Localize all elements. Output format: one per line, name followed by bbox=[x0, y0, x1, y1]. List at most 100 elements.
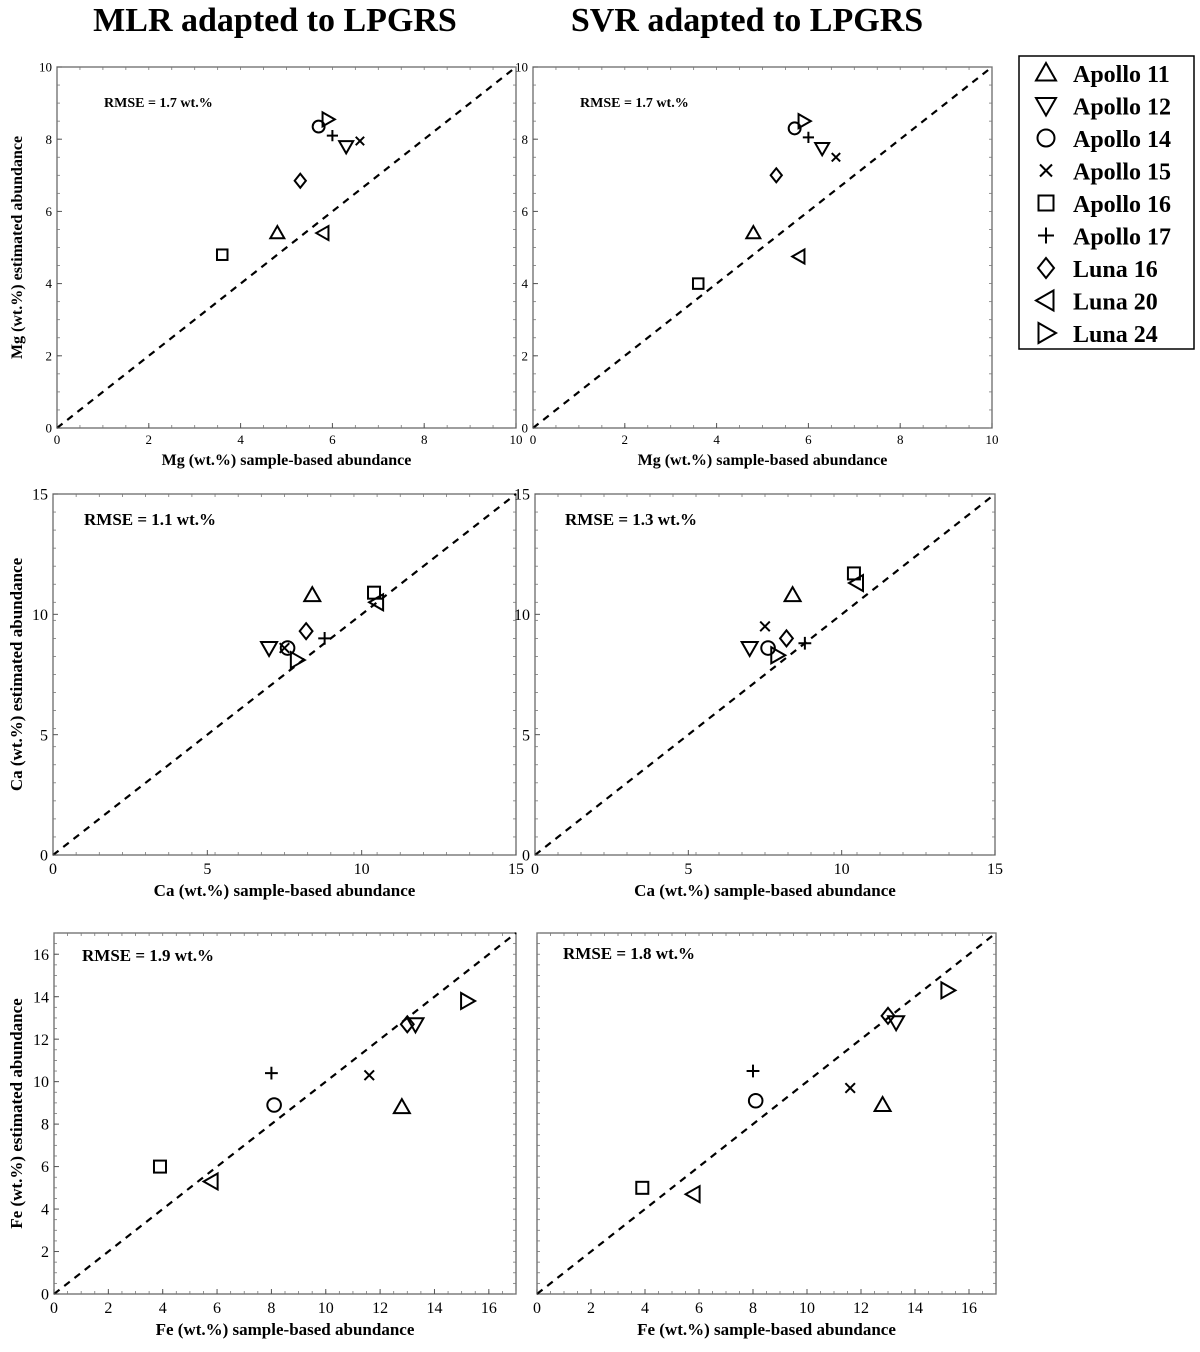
column-title-mlr: MLR adapted to LPGRS bbox=[93, 2, 457, 39]
point-apollo-12 bbox=[337, 140, 355, 156]
y-tick-label: 8 bbox=[522, 132, 529, 147]
x-tick-label: 5 bbox=[203, 861, 211, 878]
x-tick-label: 15 bbox=[508, 861, 524, 878]
point-luna-24 bbox=[797, 112, 813, 130]
y-tick-label: 2 bbox=[41, 1244, 49, 1261]
x-tick-label: 2 bbox=[622, 432, 629, 447]
y-tick-label: 8 bbox=[46, 132, 53, 147]
point-apollo-14 bbox=[266, 1097, 282, 1113]
x-axis-label: Fe (wt.%) sample-based abundance bbox=[637, 1320, 896, 1339]
chart-panel-mg-mlr: 0 2 4 6 8 10 0 2 4 6 8 10 Mg (wt.%) sample-based abu… bbox=[9, 60, 523, 469]
point-apollo-14 bbox=[311, 119, 326, 134]
x-tick-label: 12 bbox=[853, 1300, 869, 1317]
x-tick-label: 10 bbox=[318, 1300, 334, 1317]
legend-label: Apollo 15 bbox=[1073, 160, 1171, 186]
point-luna-24 bbox=[321, 110, 337, 129]
chart-panel-ca-mlr: 0 5 10 15 0 5 10 15 Ca (wt.%) sample-based abund… bbox=[7, 487, 524, 900]
y-tick-label: 12 bbox=[33, 1032, 49, 1049]
point-apollo-15 bbox=[355, 136, 365, 146]
one-to-one-line bbox=[532, 66, 993, 429]
y-tick-label: 6 bbox=[46, 204, 53, 219]
y-tick-label: 2 bbox=[522, 348, 529, 363]
legend-label: Apollo 12 bbox=[1073, 95, 1171, 121]
x-tick-label: 12 bbox=[372, 1300, 388, 1317]
point-apollo-16 bbox=[215, 248, 229, 261]
x-tick-label: 2 bbox=[104, 1300, 112, 1317]
point-apollo-17 bbox=[746, 1064, 760, 1078]
y-tick-label: 10 bbox=[32, 607, 48, 624]
x-tick-label: 14 bbox=[907, 1300, 923, 1317]
x-tick-label: 0 bbox=[49, 861, 57, 878]
x-tick-label: 4 bbox=[713, 432, 720, 447]
point-luna-16 bbox=[298, 621, 314, 641]
point-luna-24 bbox=[460, 991, 478, 1011]
point-apollo-17 bbox=[802, 131, 814, 143]
chart-panel-fe-mlr: 0 2 4 6 8 10 12 14 16 0 2 4 6 8 10 12 14 16 Fe (wt.%) samp… bbox=[7, 932, 517, 1339]
legend: Apollo 11 Apollo 12 Apollo 14 Apollo 15 Apol… bbox=[1018, 55, 1195, 350]
one-to-one-line bbox=[534, 493, 996, 856]
x-tick-label: 10 bbox=[986, 432, 999, 447]
y-tick-label: 0 bbox=[41, 1287, 49, 1304]
y-tick-label: 10 bbox=[515, 60, 528, 75]
point-apollo-17 bbox=[265, 1066, 278, 1080]
y-tick-label: 4 bbox=[522, 276, 529, 291]
legend-marker-apollo-16 bbox=[1037, 194, 1055, 212]
point-apollo-12 bbox=[405, 1017, 426, 1035]
y-tick-label: 15 bbox=[514, 487, 530, 504]
point-apollo-14 bbox=[279, 640, 296, 656]
y-axis-label: Mg (wt.%) estimated abundance bbox=[9, 136, 26, 359]
x-tick-label: 0 bbox=[531, 861, 539, 878]
point-luna-16 bbox=[778, 628, 795, 649]
x-tick-label: 4 bbox=[159, 1300, 167, 1317]
x-tick-label: 4 bbox=[237, 432, 244, 447]
point-apollo-12 bbox=[739, 641, 760, 659]
x-tick-label: 4 bbox=[641, 1300, 649, 1317]
point-luna-16 bbox=[399, 1014, 415, 1034]
x-tick-label: 8 bbox=[749, 1300, 757, 1317]
point-apollo-11 bbox=[872, 1094, 893, 1113]
x-tick-label: 8 bbox=[897, 432, 904, 447]
point-luna-20 bbox=[846, 573, 864, 593]
rmse-annotation: RMSE = 1.9 wt.% bbox=[82, 946, 214, 965]
y-tick-label: 5 bbox=[40, 727, 48, 744]
y-tick-label: 8 bbox=[41, 1117, 49, 1134]
point-luna-20 bbox=[790, 247, 806, 266]
x-tick-label: 15 bbox=[987, 861, 1003, 878]
y-tick-label: 6 bbox=[41, 1159, 49, 1176]
y-tick-label: 0 bbox=[522, 421, 529, 436]
y-tick-label: 0 bbox=[46, 421, 53, 436]
point-luna-16 bbox=[880, 1006, 896, 1026]
y-tick-label: 6 bbox=[522, 204, 529, 219]
point-apollo-15 bbox=[363, 1069, 375, 1081]
x-tick-label: 6 bbox=[805, 432, 812, 447]
y-tick-label: 15 bbox=[32, 487, 48, 504]
point-apollo-11 bbox=[392, 1097, 412, 1115]
y-tick-label: 10 bbox=[39, 60, 52, 75]
y-tick-label: 10 bbox=[33, 1074, 49, 1091]
point-apollo-15 bbox=[844, 1082, 856, 1094]
one-to-one-line bbox=[53, 932, 517, 1295]
point-apollo-15 bbox=[831, 152, 841, 163]
y-tick-label: 5 bbox=[522, 727, 530, 744]
chart-panel-mg-svr: 0 2 4 6 8 10 0 2 4 6 8 10 Mg (wt.%) sample-based abu… bbox=[515, 60, 999, 469]
x-tick-label: 0 bbox=[530, 432, 537, 447]
x-axis-label: Mg (wt.%) sample-based abundance bbox=[638, 452, 888, 469]
legend-marker-apollo-15 bbox=[1039, 163, 1053, 178]
x-tick-label: 16 bbox=[961, 1300, 977, 1317]
rmse-annotation: RMSE = 1.3 wt.% bbox=[565, 510, 697, 529]
legend-label: Apollo 17 bbox=[1073, 225, 1171, 251]
rmse-annotation: RMSE = 1.7 wt.% bbox=[104, 96, 213, 111]
point-apollo-11 bbox=[302, 585, 323, 603]
x-tick-label: 5 bbox=[684, 861, 692, 878]
legend-marker-luna-20 bbox=[1033, 288, 1055, 313]
point-apollo-17 bbox=[326, 129, 338, 142]
point-apollo-14 bbox=[787, 121, 802, 136]
point-apollo-17 bbox=[798, 636, 812, 650]
one-to-one-line bbox=[536, 932, 997, 1295]
x-tick-label: 10 bbox=[799, 1300, 815, 1317]
y-tick-label: 14 bbox=[33, 989, 49, 1006]
legend-marker-luna-16 bbox=[1036, 256, 1056, 280]
x-tick-label: 8 bbox=[267, 1300, 275, 1317]
point-apollo-11 bbox=[268, 224, 287, 240]
column-title-svr: SVR adapted to LPGRS bbox=[570, 2, 924, 39]
